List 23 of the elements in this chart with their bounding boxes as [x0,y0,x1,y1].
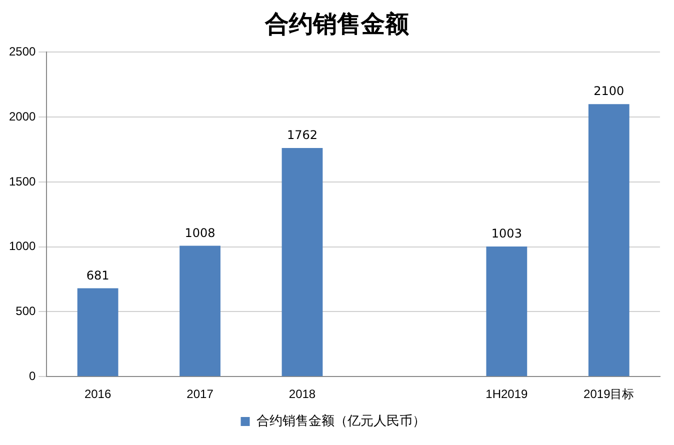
data-label: 1762 [286,128,318,142]
x-tick-label: 2016 [84,387,112,402]
data-label: 2100 [594,84,624,98]
x-tick-label: 2018 [288,387,316,402]
bar [588,104,630,376]
y-tick-label: 1500 [8,174,36,188]
bar [180,246,220,376]
y-tick-label: 2500 [8,44,36,59]
y-tick-label: 500 [16,304,36,318]
x-tick-label: 1H2019 [486,387,528,402]
y-tick-label: 1000 [8,239,36,254]
bar [77,288,118,376]
data-label: 681 [86,268,110,282]
legend-label: 合约销售金额（亿元人民币） [256,414,426,429]
data-label: 1003 [491,226,522,241]
y-tick-label: 0 [29,368,36,383]
bar [486,246,528,376]
data-label: 1008 [184,226,216,240]
y-tick-label: 2000 [8,109,36,124]
x-tick-label: 2019目标 [584,387,634,402]
chart-title: 合约销售金额 [264,8,410,40]
bar [282,148,323,376]
x-tick-label: 2017 [186,387,214,402]
